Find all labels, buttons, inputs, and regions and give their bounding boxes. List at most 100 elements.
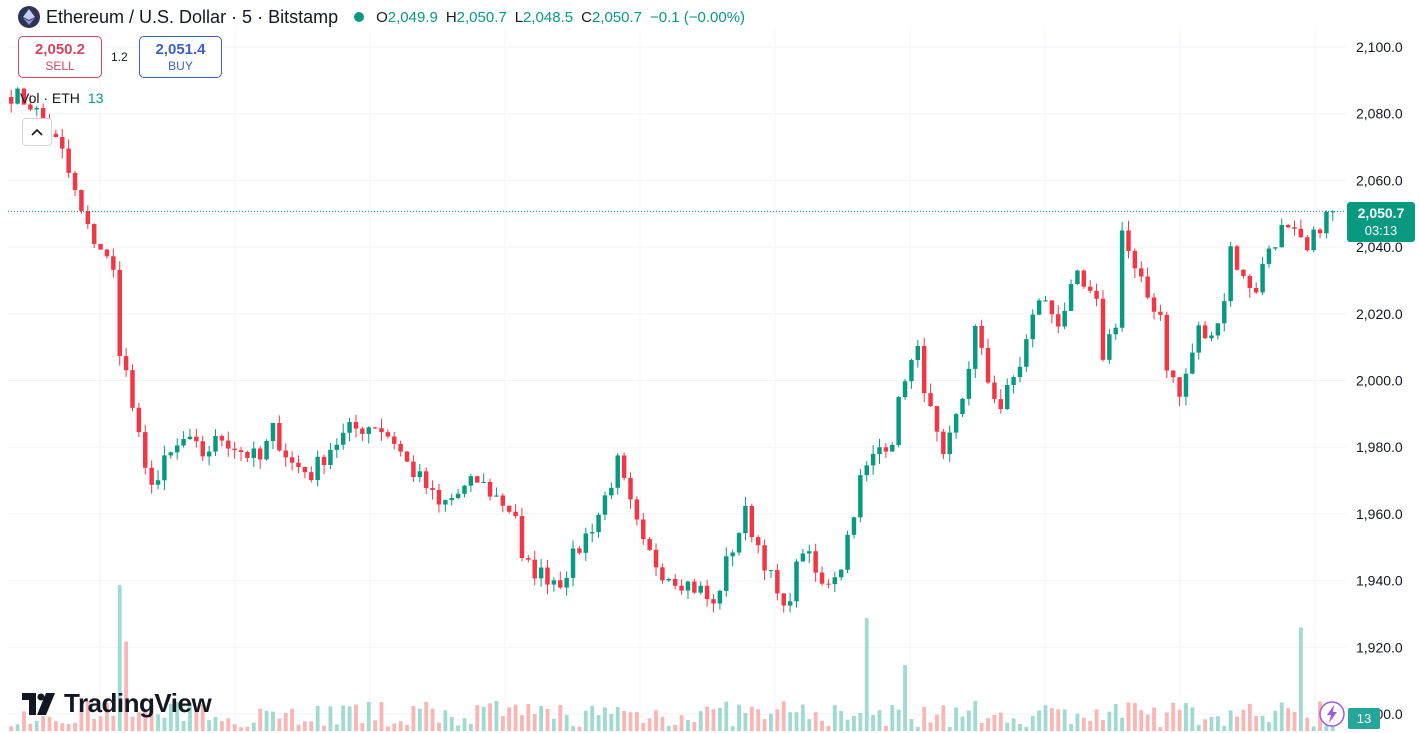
volume-bar [1145, 714, 1150, 731]
volume-bar [79, 710, 84, 731]
bar-countdown: 03:13 [1364, 223, 1398, 238]
candle-body [296, 462, 301, 468]
volume-bar [558, 704, 563, 731]
candle-body [883, 447, 889, 452]
candle-body [647, 539, 652, 550]
candle-body [787, 601, 793, 606]
volume-bar [213, 716, 218, 731]
candle-body [1266, 248, 1272, 264]
volume-bars [9, 585, 1335, 731]
volume-bar [1222, 725, 1227, 731]
candle-body [749, 506, 755, 538]
candle-body [366, 427, 371, 434]
volume-bar [762, 719, 767, 731]
volume-bar [443, 710, 448, 731]
volume-bar [743, 712, 748, 731]
volume-bar [577, 726, 582, 731]
candle-body [545, 567, 550, 585]
volume-bar [405, 724, 409, 731]
volume-bar [188, 703, 192, 731]
candle-body [104, 249, 110, 257]
candle-body [130, 370, 135, 408]
candle-body [953, 414, 959, 433]
volume-bar [136, 712, 141, 731]
symbol-header: Ethereum / U.S. Dollar · 5 · Bitstamp O2… [18, 6, 745, 28]
volume-bar [666, 725, 671, 731]
candle-body [372, 427, 378, 429]
volume-bar [1126, 702, 1131, 731]
y-tick-label: 1,920.0 [1356, 639, 1403, 655]
volume-bar [571, 726, 575, 731]
volume-bar [194, 708, 199, 731]
volume-bar [130, 716, 135, 731]
volume-bar [615, 706, 620, 731]
volume-bar [717, 707, 722, 731]
volume-bar [1158, 727, 1163, 731]
candle-body [1183, 373, 1189, 397]
candle-body [1158, 311, 1163, 315]
candle-body [398, 443, 403, 452]
volume-bar [1056, 709, 1061, 731]
volume-legend[interactable]: Vol · ETH 13 [20, 90, 103, 106]
candle-body [1024, 339, 1029, 367]
lightning-icon[interactable] [1318, 700, 1346, 728]
volume-bar [1279, 702, 1284, 731]
volume-bar [679, 715, 684, 731]
candle-body [1298, 228, 1304, 238]
volume-bar [1081, 717, 1086, 731]
volume-bar [1062, 709, 1067, 731]
ohlc-close: C2,050.7 [581, 8, 642, 26]
candle-body [1222, 301, 1227, 324]
volume-bar [398, 721, 403, 731]
volume-bar [609, 714, 614, 731]
spread-value: 1.2 [111, 50, 128, 64]
volume-legend-value: 13 [87, 90, 104, 106]
volume-bar [526, 704, 531, 731]
candle-body [251, 448, 257, 458]
y-tick-label: 2,040.0 [1356, 239, 1403, 255]
volume-bar [966, 710, 971, 731]
volume-bar [283, 712, 288, 731]
symbol-title[interactable]: Ethereum / U.S. Dollar · 5 · Bitstamp [46, 6, 339, 27]
volume-bar [245, 726, 250, 731]
tradingview-logo-text: TradingView [64, 688, 212, 718]
candle-body [1330, 211, 1336, 213]
candle-body [1177, 377, 1182, 397]
volume-bar [998, 712, 1003, 731]
candle-body [979, 325, 984, 348]
volume-bar [947, 726, 952, 731]
volume-bar [1107, 711, 1112, 731]
price-axis[interactable]: 2,100.0 2,080.0 2,060.0 2,040.0 2,020.0 2,000… [1356, 39, 1403, 722]
buy-button[interactable]: 2,051.4 BUY [139, 36, 222, 78]
volume-bar [698, 711, 703, 731]
candle-body [321, 456, 327, 466]
volume-bar [954, 707, 959, 731]
collapse-legend-button[interactable] [22, 118, 52, 146]
volume-bar [1037, 710, 1042, 731]
candle-body [992, 382, 997, 400]
volume-bar [590, 705, 595, 731]
volume-bar [271, 711, 275, 731]
candle-body [775, 570, 780, 594]
volume-bar [539, 705, 544, 731]
candle-body [819, 572, 825, 584]
sell-button[interactable]: 2,050.2 SELL [18, 36, 102, 78]
candle-body [973, 325, 978, 369]
volume-bar [794, 712, 799, 731]
candle-body [851, 517, 857, 535]
volume-bar [124, 641, 129, 731]
tradingview-logo[interactable]: TradingView [22, 688, 212, 719]
y-tick-label: 1,940.0 [1356, 573, 1403, 589]
y-tick-label: 2,020.0 [1356, 306, 1403, 322]
candle-body [634, 499, 640, 520]
volume-bar [883, 725, 888, 731]
candle-body [162, 455, 167, 481]
volume-bar [705, 706, 710, 731]
candle-body [921, 345, 927, 394]
candle-body [481, 481, 486, 483]
candle-body [717, 590, 723, 604]
volume-bar [1120, 717, 1125, 731]
candle-body [1260, 263, 1265, 293]
volume-bar [845, 719, 850, 731]
